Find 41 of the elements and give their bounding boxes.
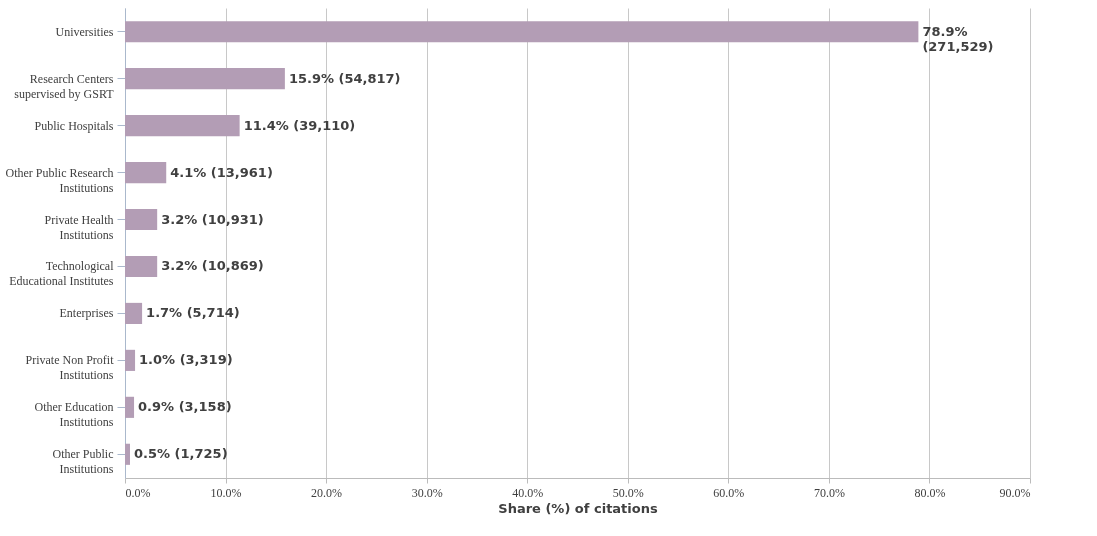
bar xyxy=(125,443,131,465)
data-label: 3.2% (10,869) xyxy=(161,258,264,274)
x-tick-label: 50.0% xyxy=(612,485,644,500)
x-tick-label: 80.0% xyxy=(914,485,946,500)
x-tick-label: 90.0% xyxy=(999,485,1031,500)
x-tick-label: 60.0% xyxy=(713,485,745,500)
data-label: 0.5% (1,725) xyxy=(134,446,228,462)
x-axis-title: Share (%) of citations xyxy=(498,500,658,516)
bar xyxy=(125,208,158,231)
bar xyxy=(125,68,285,90)
x-tick-label: 30.0% xyxy=(411,485,443,500)
data-label: 11.4% (39,110) xyxy=(243,117,356,133)
x-tick-label: 0.0% xyxy=(125,485,151,500)
y-tick-label: Other Public Research Institutions xyxy=(5,165,114,195)
y-tick-label: Private Health Institutions xyxy=(44,212,114,242)
y-tick-label: Universities xyxy=(55,24,114,39)
x-tick-label: 10.0% xyxy=(210,485,242,500)
data-label: 15.9% (54,817) xyxy=(288,70,401,86)
y-tick-label: Other Public Institutions xyxy=(52,447,114,477)
y-tick-label: Enterprises xyxy=(59,306,114,321)
data-label: 78.9% (271,529) xyxy=(922,23,994,54)
x-tick-label: 40.0% xyxy=(512,485,544,500)
data-label: 1.0% (3,319) xyxy=(139,352,233,368)
bar xyxy=(125,21,919,43)
data-label: 0.9% (3,158) xyxy=(138,399,232,415)
y-tick-label: Private Non Profit Institutions xyxy=(25,353,115,383)
data-label: 3.2% (10,931) xyxy=(161,211,264,227)
bar xyxy=(125,162,167,184)
bar xyxy=(125,255,158,278)
data-label: 4.1% (13,961) xyxy=(170,164,273,180)
y-tick-label: Public Hospitals xyxy=(34,118,114,133)
y-tick-label: Technological Educational Institutes xyxy=(9,259,115,289)
bar xyxy=(125,115,240,137)
y-tick-label: Other Education Institutions xyxy=(34,400,114,430)
x-tick-label: 70.0% xyxy=(813,485,845,500)
y-tick-label: Research Centers supervised by GSRT xyxy=(14,71,115,101)
data-label: 1.7% (5,714) xyxy=(146,305,240,321)
bar xyxy=(125,396,135,418)
x-tick-label: 20.0% xyxy=(311,485,343,500)
bar xyxy=(125,302,143,324)
bar xyxy=(125,349,136,371)
